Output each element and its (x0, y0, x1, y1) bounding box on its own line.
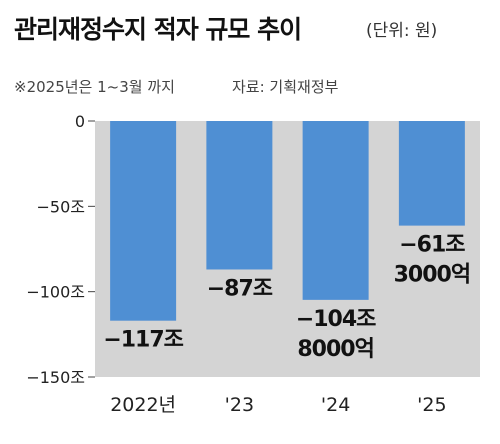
bar (398, 121, 465, 226)
data-label: −117조 (103, 328, 183, 353)
period-note: ※2025년은 1~3월 까지 (14, 78, 175, 96)
x-tick-label: '24 (321, 394, 350, 416)
y-tick-label: −150조 (26, 368, 85, 387)
data-label: −87조 (207, 276, 273, 301)
y-tick-label: 0 (75, 112, 85, 131)
unit-label: (단위: 원) (366, 21, 438, 41)
data-label: −61조 (399, 233, 465, 258)
x-tick-label: '23 (225, 394, 254, 416)
x-tick-label: 2022년 (110, 394, 176, 416)
chart-title: 관리재정수지 적자 규모 추이 (14, 15, 302, 44)
y-tick-label: −100조 (26, 283, 85, 302)
x-tick-label: '25 (417, 394, 446, 416)
bar (110, 121, 177, 321)
data-label: −104조 (296, 307, 376, 332)
bar (302, 121, 369, 300)
data-label: 8000억 (297, 337, 373, 362)
source-label: 자료: 기획재정부 (232, 78, 339, 96)
y-tick-label: −50조 (37, 197, 86, 216)
data-label: 3000억 (394, 263, 470, 288)
bar (206, 121, 273, 270)
